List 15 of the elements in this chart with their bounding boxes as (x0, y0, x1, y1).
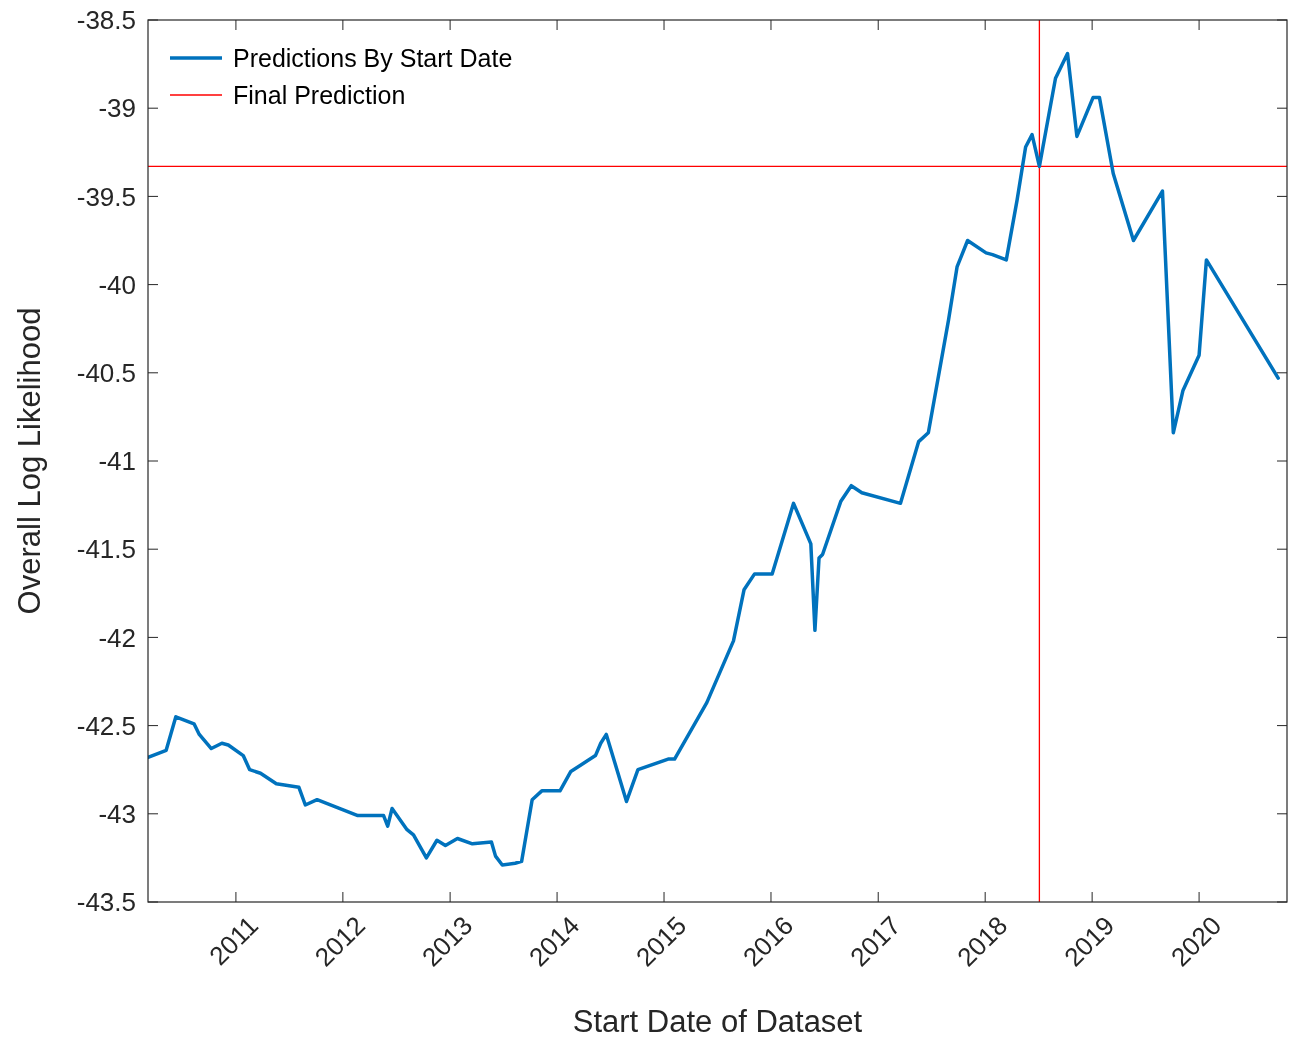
legend-label: Final Prediction (233, 80, 406, 109)
y-axis-title: Overall Log Likelihood (12, 307, 47, 615)
y-tick-label: -40 (98, 269, 136, 300)
y-tick-label: -42 (98, 622, 136, 653)
y-tick-label: -43 (98, 798, 136, 829)
y-tick-label: -42.5 (76, 710, 136, 741)
y-tick-label: -39 (98, 93, 136, 124)
y-tick-label: -43.5 (76, 887, 136, 918)
y-tick-label: -40.5 (76, 357, 136, 388)
x-axis-title: Start Date of Dataset (572, 1004, 863, 1038)
y-tick-label: -41 (98, 446, 136, 477)
y-tick-label: -39.5 (76, 181, 136, 212)
legend-label: Predictions By Start Date (233, 43, 513, 72)
y-tick-label: -38.5 (76, 5, 136, 36)
y-tick-label: -41.5 (76, 534, 136, 565)
